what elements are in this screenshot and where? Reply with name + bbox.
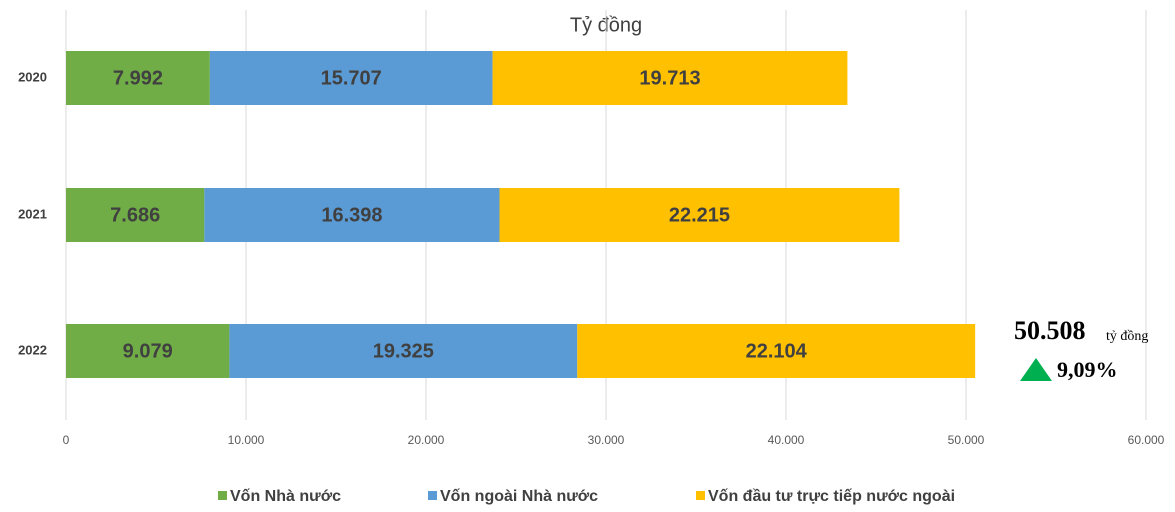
x-tick-label: 0	[63, 433, 70, 447]
data-label: 7.992	[113, 67, 163, 89]
x-tick-label: 40.000	[768, 433, 805, 447]
x-tick-label: 10.000	[228, 433, 265, 447]
annotation-unit: tỷ đồng	[1106, 329, 1148, 344]
bar-segment	[209, 51, 493, 105]
x-tick-label: 50.000	[948, 433, 985, 447]
data-label: 16.398	[321, 204, 382, 226]
bar-segment	[66, 51, 210, 105]
bar-segment	[492, 51, 848, 105]
bar-segment	[204, 188, 500, 242]
data-label: 7.686	[110, 204, 160, 226]
bar-segment	[499, 188, 900, 242]
annotation-total: 50.508	[1014, 316, 1086, 345]
data-label: 15.707	[321, 67, 382, 89]
data-label: 19.713	[639, 67, 700, 89]
y-tick-label: 2020	[18, 69, 47, 84]
bar-segment	[66, 188, 205, 242]
x-tick-label: 20.000	[408, 433, 445, 447]
bar-segment	[229, 324, 578, 378]
x-tick-label: 30.000	[588, 433, 625, 447]
y-tick-label: 2021	[18, 206, 47, 221]
data-label: 9.079	[123, 340, 173, 362]
x-tick-label: 60.000	[1128, 433, 1165, 447]
y-tick-label: 2022	[18, 342, 47, 357]
data-label: 22.104	[746, 340, 808, 362]
data-label: 22.215	[669, 204, 730, 226]
legend-label: Vốn đầu tư trực tiếp nước ngoài	[708, 488, 955, 505]
up-arrow	[1020, 358, 1052, 381]
legend-label: Vốn ngoài Nhà nước	[440, 488, 598, 505]
legend-swatch	[218, 491, 227, 500]
bar-segment	[577, 324, 976, 378]
bar-segment	[66, 324, 230, 378]
legend-swatch	[428, 491, 437, 500]
legend-swatch	[696, 491, 705, 500]
annotation-growth: 9,09%	[1057, 357, 1118, 382]
data-label: 19.325	[373, 340, 434, 362]
legend-label: Vốn Nhà nước	[230, 488, 341, 505]
